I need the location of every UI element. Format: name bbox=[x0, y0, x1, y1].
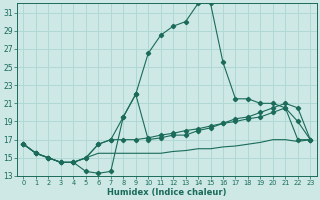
X-axis label: Humidex (Indice chaleur): Humidex (Indice chaleur) bbox=[107, 188, 227, 197]
